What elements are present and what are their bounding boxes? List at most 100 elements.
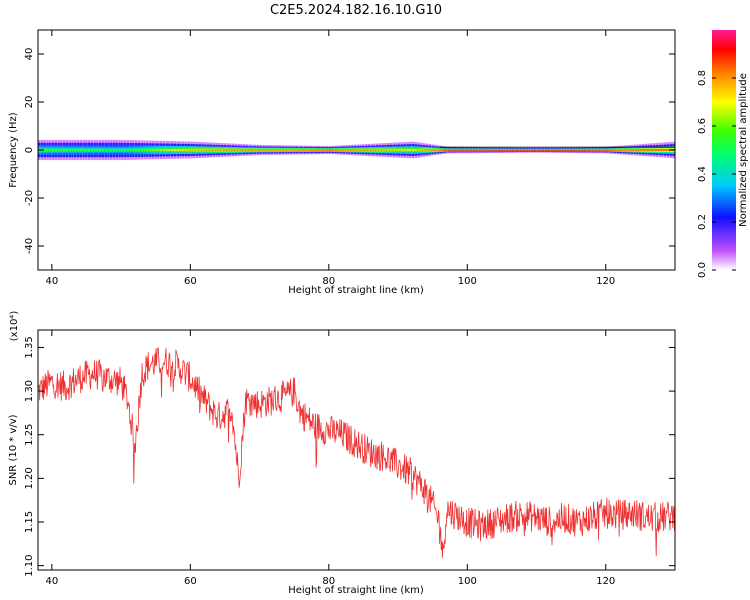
heatmap-cell bbox=[389, 149, 393, 151]
heatmap-cell bbox=[506, 149, 509, 151]
heatmap-cell bbox=[525, 149, 528, 151]
heatmap-cell bbox=[644, 149, 648, 151]
y-tick-label: 20 bbox=[24, 96, 35, 109]
heatmap-cell bbox=[453, 149, 456, 151]
heatmap-cell bbox=[370, 149, 373, 151]
heatmap-cell bbox=[359, 149, 362, 151]
heatmap-cell bbox=[107, 148, 110, 152]
y-tick-label: 1.30 bbox=[24, 380, 35, 402]
heatmap-cell bbox=[162, 149, 166, 151]
heatmap-cell bbox=[165, 149, 168, 151]
heatmap-cell bbox=[633, 149, 636, 151]
heatmap-cell bbox=[328, 149, 332, 151]
heatmap-cell bbox=[544, 149, 548, 151]
heatmap-cell bbox=[600, 149, 603, 151]
heatmap-cell bbox=[436, 149, 440, 151]
heatmap-cell bbox=[558, 149, 562, 151]
heatmap-cell bbox=[248, 149, 251, 151]
x-tick-label: 100 bbox=[458, 276, 477, 287]
heatmap-cell bbox=[168, 149, 171, 151]
heatmap-cell bbox=[262, 149, 265, 151]
heatmap-cell bbox=[193, 149, 196, 151]
heatmap-cell bbox=[212, 149, 215, 151]
heatmap-cell bbox=[223, 149, 227, 151]
heatmap-cell bbox=[182, 149, 185, 151]
heatmap-cell bbox=[173, 149, 177, 151]
heatmap-cell bbox=[414, 149, 418, 151]
heatmap-cell bbox=[231, 149, 235, 151]
heatmap-cell bbox=[278, 149, 282, 151]
heatmap-cell bbox=[450, 149, 454, 151]
heatmap-cell bbox=[68, 148, 71, 152]
colorbar: 0.0 0.2 0.4 0.6 0.8 Normalized spectral ampl… bbox=[697, 30, 749, 278]
heatmap-cell bbox=[514, 149, 517, 151]
heatmap-cell bbox=[57, 148, 60, 152]
heatmap-cell bbox=[123, 148, 127, 152]
heatmap-cell bbox=[159, 149, 163, 151]
heatmap-cell bbox=[292, 149, 296, 151]
heatmap-cell bbox=[655, 149, 659, 151]
heatmap-cell bbox=[373, 149, 376, 151]
heatmap-cell bbox=[281, 149, 285, 151]
heatmap-cell bbox=[586, 149, 589, 151]
heatmap-cell bbox=[96, 148, 99, 152]
x-tick-label: 120 bbox=[596, 576, 615, 587]
heatmap-cell bbox=[320, 149, 323, 151]
heatmap-cell bbox=[636, 149, 639, 151]
heatmap-cell bbox=[46, 148, 49, 152]
y-tick-label: -40 bbox=[24, 238, 35, 254]
spectrogram-xlabel: Height of straight line (km) bbox=[288, 285, 424, 296]
heatmap-cell bbox=[190, 149, 193, 151]
heatmap-cell bbox=[334, 149, 337, 151]
snr-panel: 40 60 80 100 120 1.10 1.15 1.20 1.25 1.30 1.35 Hei… bbox=[8, 311, 676, 596]
heatmap-cell bbox=[342, 149, 346, 151]
heatmap-cell bbox=[566, 149, 570, 151]
heatmap-cell bbox=[143, 148, 146, 152]
heatmap-cell bbox=[381, 149, 384, 151]
heatmap-cell bbox=[134, 148, 138, 152]
x-tick-label: 40 bbox=[45, 276, 58, 287]
heatmap-cell bbox=[467, 149, 470, 151]
heatmap-cell bbox=[594, 149, 598, 151]
heatmap-cell bbox=[492, 149, 495, 151]
heatmap-cell bbox=[110, 148, 113, 152]
heatmap-cell bbox=[647, 149, 650, 151]
heatmap-cell bbox=[400, 149, 404, 151]
heatmap-cell bbox=[60, 148, 63, 152]
heatmap-cell bbox=[306, 149, 310, 151]
heatmap-cell bbox=[625, 149, 628, 151]
heatmap-cell bbox=[137, 148, 141, 152]
heatmap-cell bbox=[597, 149, 600, 151]
y-tick-label: 1.20 bbox=[24, 467, 35, 489]
heatmap-cell bbox=[447, 149, 451, 151]
heatmap-cell bbox=[519, 149, 523, 151]
heatmap-cell bbox=[472, 149, 476, 151]
heatmap-cell bbox=[220, 149, 224, 151]
heatmap-cell bbox=[184, 149, 188, 151]
heatmap-cell bbox=[295, 149, 299, 151]
heatmap-cell bbox=[375, 149, 379, 151]
heatmap-cell bbox=[85, 148, 88, 152]
heatmap-cell bbox=[428, 149, 432, 151]
heatmap-cell bbox=[489, 149, 492, 151]
spectrogram-ylabel: Frequency (Hz) bbox=[8, 112, 19, 188]
heatmap-cell bbox=[409, 149, 412, 151]
heatmap-cell bbox=[226, 149, 229, 151]
heatmap-cell bbox=[242, 149, 246, 151]
heatmap-cell bbox=[497, 149, 501, 151]
heatmap-cell bbox=[367, 149, 371, 151]
heatmap-cell bbox=[456, 149, 459, 151]
heatmap-cell bbox=[179, 149, 182, 151]
heatmap-cell bbox=[550, 149, 553, 151]
heatmap-cell bbox=[666, 149, 670, 151]
heatmap-cell bbox=[663, 149, 667, 151]
snr-axes: 40 60 80 100 120 1.10 1.15 1.20 1.25 1.30 1.35 bbox=[24, 330, 675, 587]
heatmap-cell bbox=[406, 149, 409, 151]
heatmap-cell bbox=[198, 149, 202, 151]
heatmap-cell bbox=[547, 149, 551, 151]
heatmap-cell bbox=[483, 149, 487, 151]
heatmap-cell bbox=[90, 148, 94, 152]
colorbar-tick-label: 0.4 bbox=[697, 166, 708, 182]
heatmap-cell bbox=[121, 148, 124, 152]
snr-ylabel: SNR (10 * v/v) bbox=[8, 414, 19, 485]
